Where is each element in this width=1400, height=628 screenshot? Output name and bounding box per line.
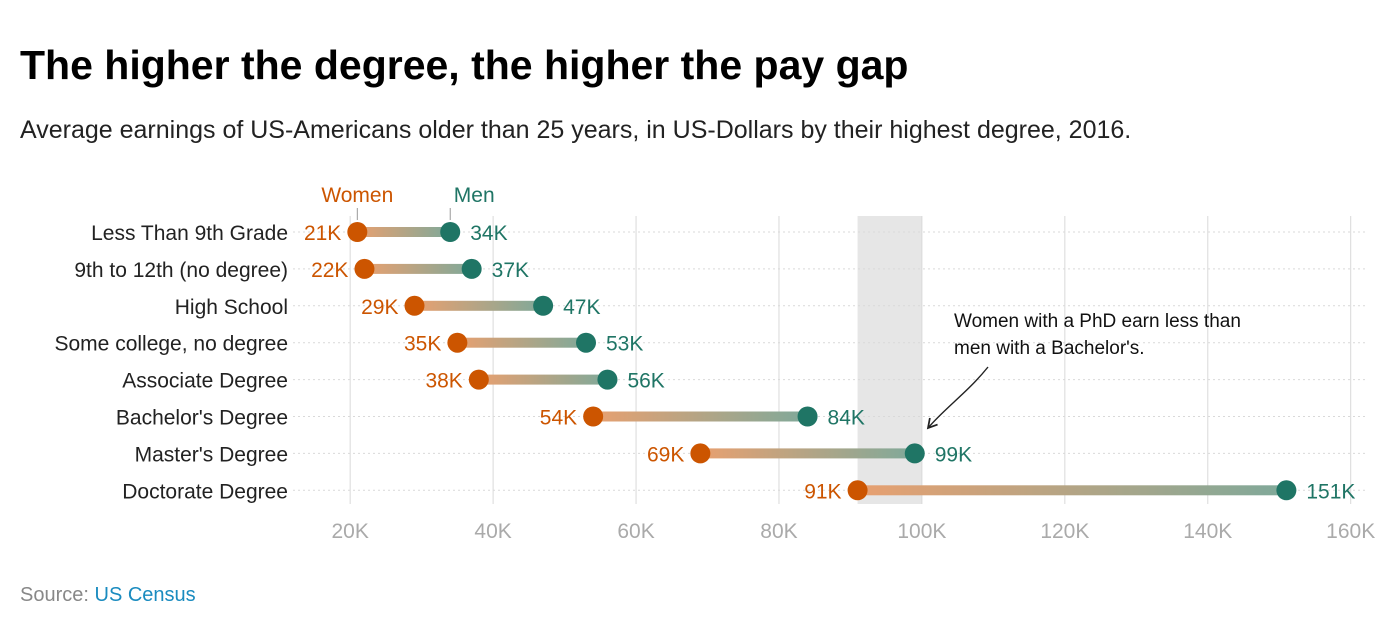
men-dot [576, 332, 597, 353]
women-dot [347, 222, 368, 242]
men-dot [461, 258, 482, 279]
legend-men: Men [454, 184, 495, 207]
women-dot [404, 295, 425, 316]
category-label: Doctorate Degree [122, 480, 288, 503]
gap-bar [357, 227, 451, 237]
gap-bar [414, 300, 544, 311]
women-value-label: 21K [304, 222, 341, 245]
women-value-label: 22K [311, 259, 348, 282]
women-dot [583, 406, 604, 427]
women-value-label: 29K [361, 296, 398, 319]
category-label: High School [175, 296, 288, 319]
women-dot [690, 443, 711, 464]
women-dot [847, 480, 868, 501]
category-label: Some college, no degree [55, 333, 289, 356]
men-dot [597, 369, 618, 390]
gap-bar [364, 263, 472, 274]
chart-subtitle: Average earnings of US-Americans older t… [20, 116, 1132, 144]
x-tick-label: 160K [1326, 520, 1375, 543]
legend-women: Women [321, 184, 393, 207]
men-value-label: 151K [1306, 480, 1355, 503]
x-tick-label: 120K [1040, 520, 1089, 543]
men-dot [904, 443, 925, 464]
category-label: Less Than 9th Grade [91, 222, 288, 245]
annotation-arrow [926, 366, 989, 430]
x-tick-label: 40K [474, 520, 511, 543]
category-label: Associate Degree [122, 370, 288, 393]
men-dot [1276, 480, 1297, 501]
men-dot [533, 295, 554, 316]
gap-bar [457, 337, 587, 348]
women-value-label: 69K [647, 443, 684, 466]
gap-bar [857, 485, 1287, 496]
women-dot [354, 258, 375, 279]
source-label: Source: [20, 584, 89, 606]
annotation-line-1: Women with a PhD earn less than [954, 311, 1241, 332]
men-value-label: 53K [606, 333, 643, 356]
men-value-label: 56K [627, 370, 664, 393]
x-tick-label: 140K [1183, 520, 1232, 543]
men-value-label: 34K [470, 222, 507, 245]
category-label: Bachelor's Degree [116, 407, 288, 430]
gap-bar [700, 448, 915, 459]
men-value-label: 37K [492, 259, 529, 282]
women-value-label: 91K [804, 480, 841, 503]
men-value-label: 99K [935, 443, 972, 466]
women-value-label: 38K [425, 370, 462, 393]
men-value-label: 84K [828, 407, 865, 430]
women-value-label: 35K [404, 333, 441, 356]
x-tick-label: 60K [617, 520, 654, 543]
men-value-label: 47K [563, 296, 600, 319]
chart-title: The higher the degree, the higher the pa… [20, 42, 909, 88]
annotation-line-2: men with a Bachelor's. [954, 338, 1145, 359]
women-dot [468, 369, 489, 390]
x-tick-label: 100K [897, 520, 946, 543]
women-dot [447, 332, 468, 353]
men-dot [797, 406, 818, 427]
x-tick-label: 20K [331, 520, 368, 543]
category-label: Master's Degree [135, 443, 288, 466]
source-link[interactable]: US Census [94, 584, 196, 606]
category-label: 9th to 12th (no degree) [74, 259, 288, 282]
women-value-label: 54K [540, 407, 577, 430]
men-dot [440, 222, 461, 242]
source-line: Source: US Census [20, 584, 196, 607]
gap-bar [593, 411, 808, 422]
x-tick-label: 80K [760, 520, 797, 543]
gap-bar [478, 374, 608, 385]
